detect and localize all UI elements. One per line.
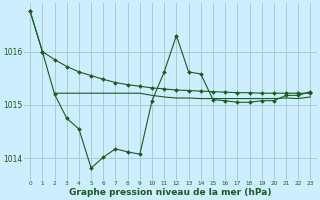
X-axis label: Graphe pression niveau de la mer (hPa): Graphe pression niveau de la mer (hPa) (69, 188, 272, 197)
